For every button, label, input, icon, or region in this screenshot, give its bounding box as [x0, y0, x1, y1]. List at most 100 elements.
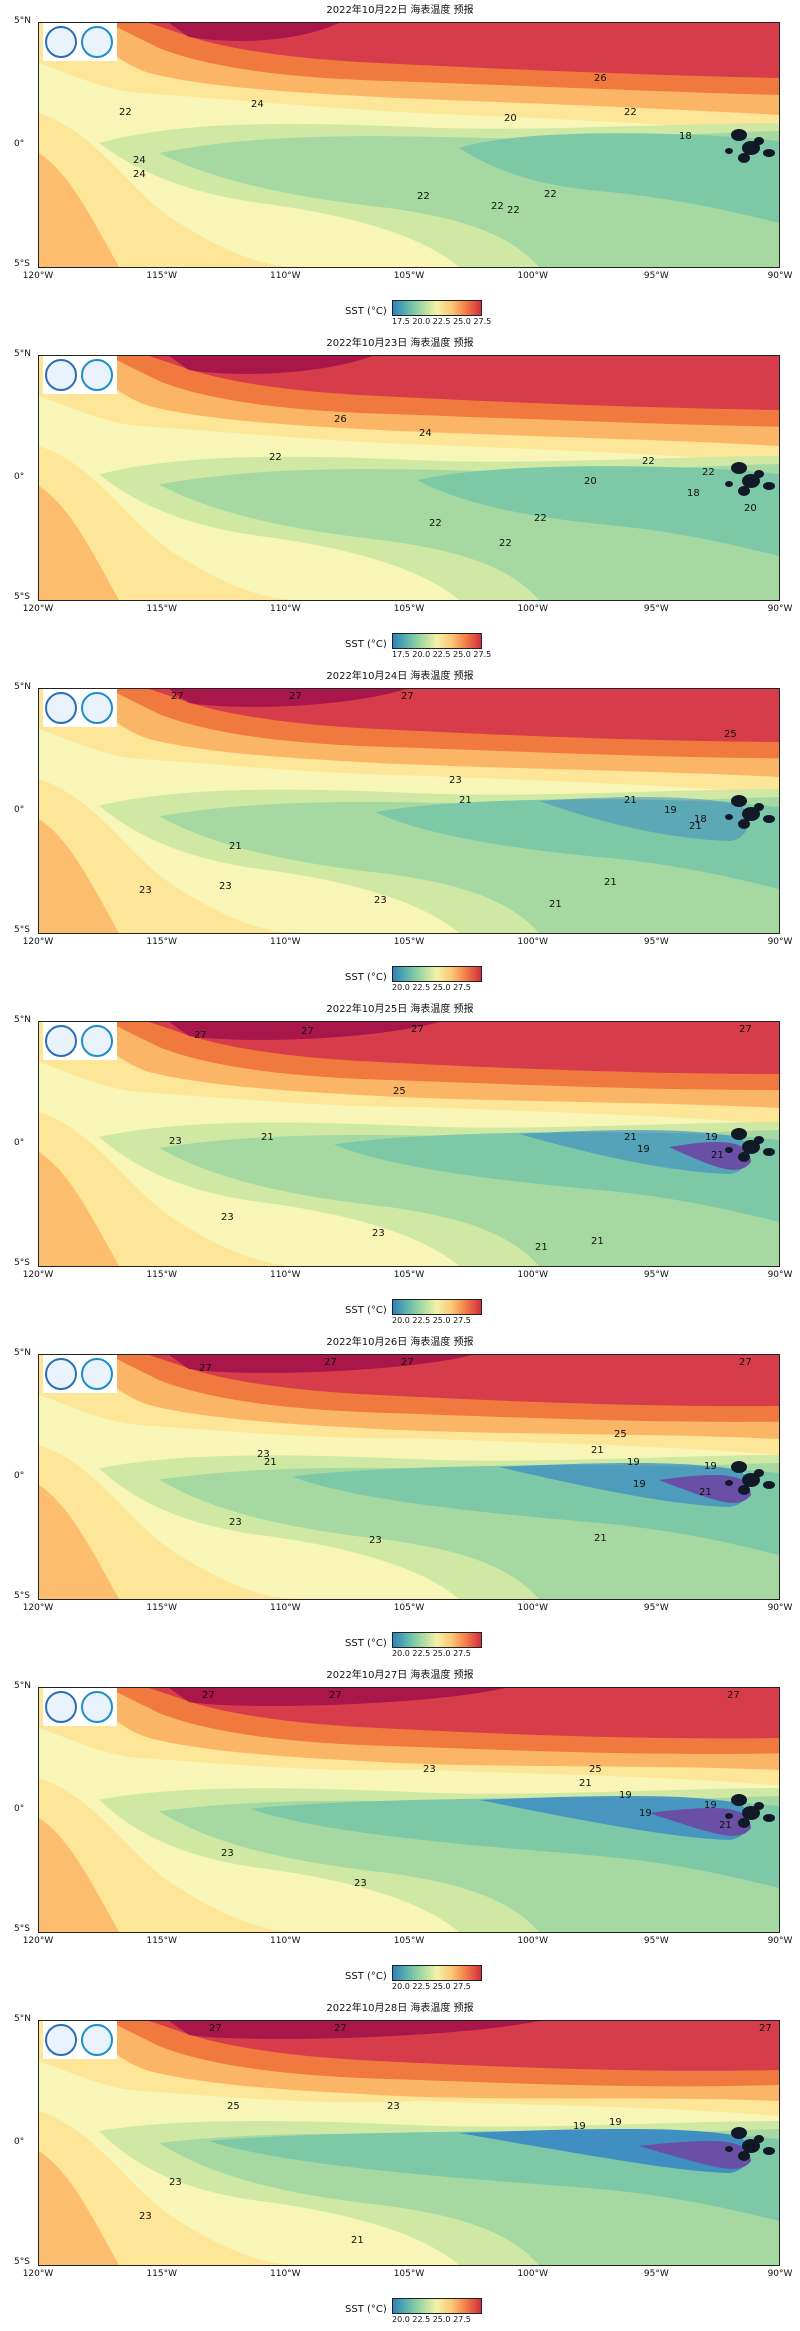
contour-label: 19 [639, 1808, 652, 1819]
sst-band-north-hot [169, 1022, 439, 1040]
sst-band-purple [639, 2141, 751, 2169]
x-tick-label: 95°W [643, 1603, 669, 1613]
contour-label: 19 [705, 1132, 718, 1143]
y-tick-label: 0° [14, 1138, 25, 1148]
contour-label: 21 [535, 1242, 548, 1253]
colorbar-ticks: 20.0 22.5 25.0 27.5 [392, 2315, 471, 2324]
contour-label: 27 [329, 1690, 342, 1701]
contour-label: 21 [711, 1150, 724, 1161]
contour-label: 21 [699, 1487, 712, 1498]
contour-label: 21 [229, 841, 242, 852]
sst-band-southwest-warm [39, 1485, 119, 1599]
contour-label: 27 [199, 1363, 212, 1374]
sst-band-north-hot [169, 2021, 539, 2039]
contour-label: 21 [579, 1778, 592, 1789]
contour-label: 21 [591, 1236, 604, 1247]
island-shape [731, 2127, 747, 2139]
institution-logo-icon [45, 359, 77, 391]
colorbar: SST (°C) 20.0 22.5 25.0 27.5 [0, 1955, 800, 1995]
sst-map: 27 27 27 25 23 21 21 19 18 21 21 23 23 23 21 21 [38, 688, 780, 934]
x-tick-label: 90°W [767, 1936, 793, 1946]
panel-title: 2022年10月25日 海表温度 预报 [326, 1004, 474, 1015]
sst-band-southwest-warm [39, 1818, 119, 1932]
sst-band-southwest [39, 446, 299, 600]
x-tick-label: 100°W [517, 1936, 548, 1946]
x-tick-label: 95°W [643, 937, 669, 947]
x-tick-label: 110°W [270, 1270, 301, 1280]
y-tick-label: 5°N [14, 2014, 31, 2024]
contour-label: 22 [544, 189, 557, 200]
x-tick-label: 115°W [146, 1270, 177, 1280]
contour-label: 27 [289, 691, 302, 702]
contour-label: 19 [704, 1461, 717, 1472]
contour-label: 24 [419, 428, 432, 439]
contour-label: 18 [694, 814, 707, 825]
x-tick-label: 105°W [393, 937, 425, 947]
sst-band-blue [459, 2129, 749, 2173]
contour-label: 23 [387, 2101, 400, 2112]
x-tick-label: 90°W [767, 604, 793, 614]
contour-label: 23 [374, 895, 387, 906]
contour-label: 23 [257, 1449, 270, 1460]
x-tick-label: 105°W [393, 271, 425, 281]
island-shape [742, 1140, 760, 1154]
x-tick-label: 100°W [517, 604, 548, 614]
sst-band-southwest [39, 1112, 299, 1266]
island-shape [763, 815, 775, 823]
x-tick-label: 120°W [22, 271, 54, 281]
sst-band-blue [479, 1796, 749, 1840]
colorbar-label: SST (°C) [345, 2304, 387, 2315]
contour-label: 21 [351, 2235, 364, 2246]
sst-band-teal [417, 466, 779, 556]
y-tick-label: 0° [14, 139, 25, 149]
x-tick-label: 95°W [643, 271, 669, 281]
sst-band-teal [459, 133, 779, 223]
colorbar-label: SST (°C) [345, 1305, 387, 1316]
sst-band-southwest-warm [39, 1152, 119, 1266]
institution-logo-icon [45, 692, 77, 724]
x-tick-label: 100°W [517, 1270, 548, 1280]
contour-label: 19 [627, 1457, 640, 1468]
island-shape [738, 1485, 750, 1495]
contour-label: 27 [401, 691, 414, 702]
island-shape [731, 129, 747, 141]
y-tick-label: 5°S [14, 592, 30, 602]
agency-logo-icon [81, 692, 113, 724]
contour-label: 24 [133, 155, 146, 166]
colorbar-ticks: 20.0 22.5 25.0 27.5 [392, 1316, 471, 1325]
contour-label: 21 [719, 1820, 732, 1831]
x-tick-label: 90°W [767, 2269, 793, 2279]
x-tick-label: 110°W [270, 1936, 301, 1946]
island-shape [742, 474, 760, 488]
colorbar-ticks: 20.0 22.5 25.0 27.5 [392, 1649, 471, 1658]
panel-title: 2022年10月22日 海表温度 预报 [326, 5, 474, 16]
island-shape [731, 1461, 747, 1473]
x-tick-label: 90°W [767, 1270, 793, 1280]
contour-label: 22 [491, 201, 504, 212]
colorbar: SST (°C) 20.0 22.5 25.0 27.5 [0, 1289, 800, 1329]
contour-label: 27 [739, 1357, 752, 1368]
contour-label: 27 [334, 2023, 347, 2034]
x-tick-label: 100°W [517, 271, 548, 281]
x-tick-label: 120°W [22, 604, 54, 614]
logo-box [43, 356, 117, 394]
x-tick-label: 115°W [146, 271, 177, 281]
contour-label: 19 [573, 2121, 586, 2132]
logo-box [43, 1022, 117, 1060]
sst-band-blue [519, 1130, 749, 1174]
contour-label: 20 [584, 476, 597, 487]
y-tick-label: 0° [14, 805, 25, 815]
island-shape [763, 1814, 775, 1822]
sst-map: 26 24 22 22 20 22 18 20 22 22 22 [38, 355, 780, 601]
contour-label: 25 [724, 729, 737, 740]
island-shape [738, 486, 750, 496]
island-shape [742, 807, 760, 821]
island-shape [763, 1148, 775, 1156]
contour-label: 24 [251, 99, 264, 110]
contour-label: 21 [264, 1457, 277, 1468]
contour-label: 21 [261, 1132, 274, 1143]
agency-logo-icon [81, 2024, 113, 2056]
contour-label: 19 [633, 1479, 646, 1490]
island-shape [742, 1473, 760, 1487]
